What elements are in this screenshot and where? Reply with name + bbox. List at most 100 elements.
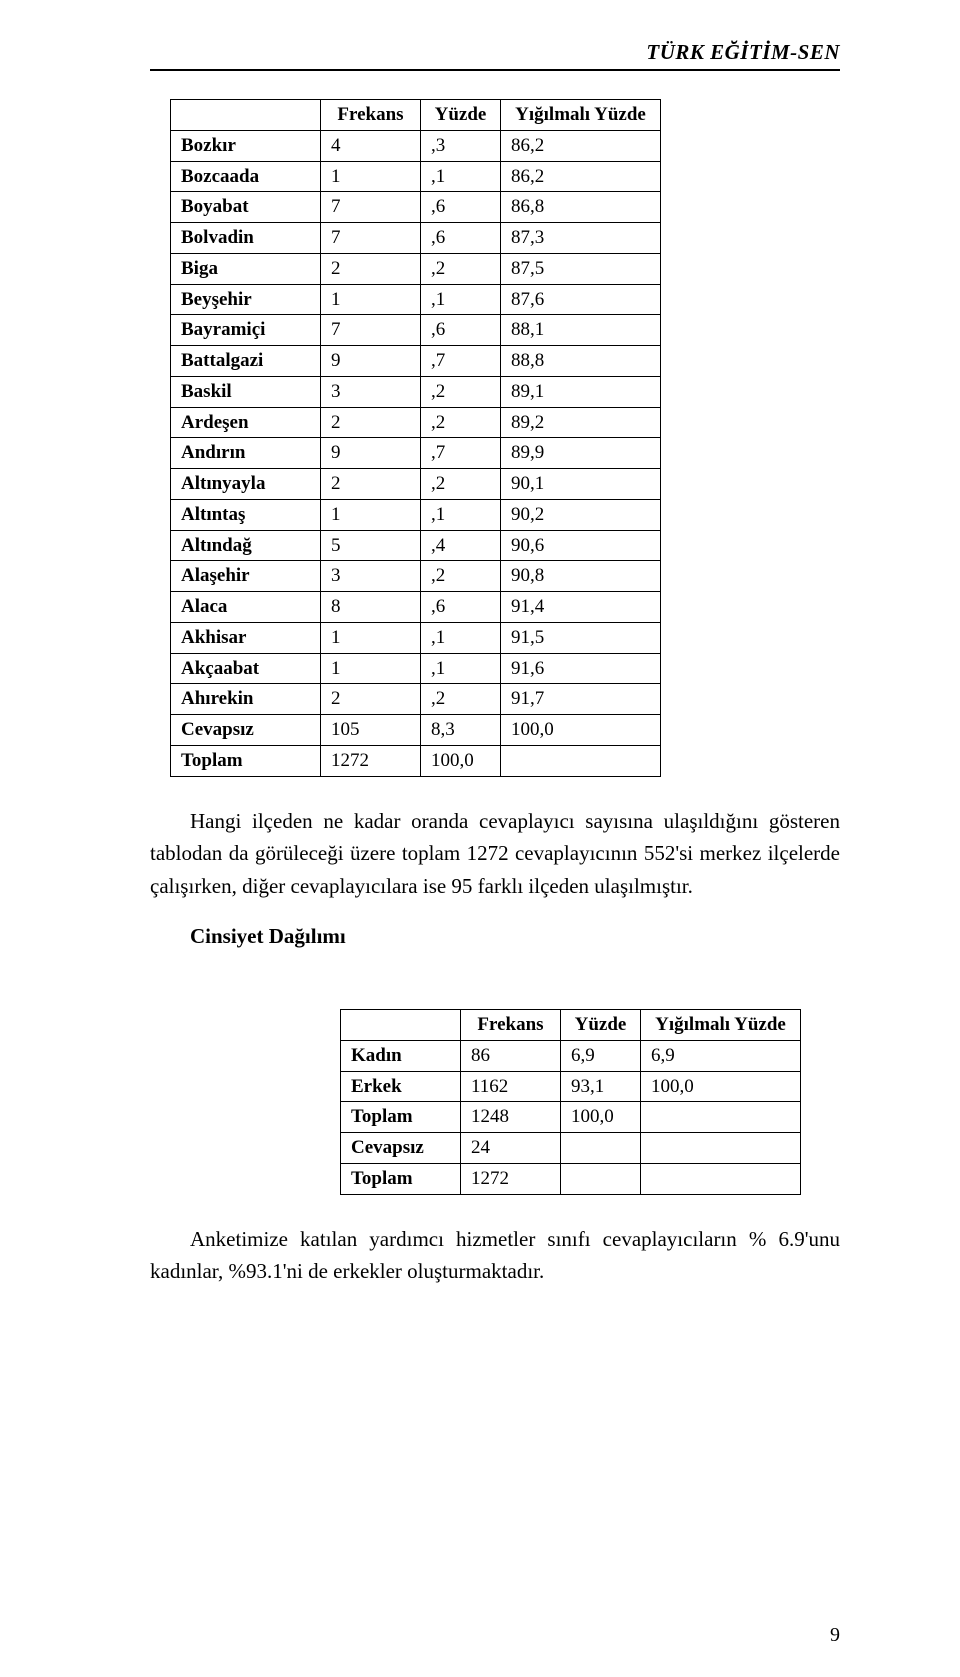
row-label: Bozcaada [171, 161, 321, 192]
cell-yuzde: ,2 [421, 407, 501, 438]
table-row: Ahırekin2,291,7 [171, 684, 661, 715]
cell-frekans: 8 [321, 592, 421, 623]
row-label: Cevapsız [341, 1133, 461, 1164]
page-header-brand: TÜRK EĞİTİM-SEN [150, 40, 840, 65]
table-row: Beyşehir1,187,6 [171, 284, 661, 315]
cell-yigilmali: 91,5 [501, 622, 661, 653]
cell-frekans: 7 [321, 315, 421, 346]
cell-frekans: 3 [321, 561, 421, 592]
cell-frekans: 1248 [461, 1102, 561, 1133]
row-label: Ardeşen [171, 407, 321, 438]
table-row: Altıntaş1,190,2 [171, 499, 661, 530]
cell-yigilmali: 87,3 [501, 223, 661, 254]
paragraph-districts: Hangi ilçeden ne kadar oranda cevaplayıc… [150, 805, 840, 903]
cell-yigilmali: 90,6 [501, 530, 661, 561]
cell-yigilmali: 100,0 [501, 715, 661, 746]
cell-frekans: 1 [321, 622, 421, 653]
cell-yuzde: ,6 [421, 592, 501, 623]
table-row: Akhisar1,191,5 [171, 622, 661, 653]
row-label: Altındağ [171, 530, 321, 561]
cell-frekans: 1 [321, 161, 421, 192]
cell-frekans: 2 [321, 684, 421, 715]
row-label: Beyşehir [171, 284, 321, 315]
cell-yigilmali [641, 1102, 801, 1133]
table-header-yuzde: Yüzde [561, 1010, 641, 1041]
table-row: Andırın9,789,9 [171, 438, 661, 469]
row-label: Biga [171, 253, 321, 284]
table-row: Bayramiçi7,688,1 [171, 315, 661, 346]
cell-yigilmali: 6,9 [641, 1040, 801, 1071]
table-row: Alaca8,691,4 [171, 592, 661, 623]
cell-yigilmali: 86,2 [501, 130, 661, 161]
table-row: Biga2,287,5 [171, 253, 661, 284]
table-header-frekans: Frekans [461, 1010, 561, 1041]
row-label: Bayramiçi [171, 315, 321, 346]
cell-frekans: 2 [321, 253, 421, 284]
cell-frekans: 1162 [461, 1071, 561, 1102]
table-row: Toplam1248100,0 [341, 1102, 801, 1133]
cell-frekans: 7 [321, 223, 421, 254]
cell-yigilmali: 91,4 [501, 592, 661, 623]
cell-yuzde: ,2 [421, 469, 501, 500]
table-row: Alaşehir3,290,8 [171, 561, 661, 592]
cell-frekans: 86 [461, 1040, 561, 1071]
cell-yigilmali: 87,6 [501, 284, 661, 315]
table-row: Erkek116293,1100,0 [341, 1071, 801, 1102]
cell-yuzde: ,1 [421, 653, 501, 684]
table-row: Battalgazi9,788,8 [171, 346, 661, 377]
cell-frekans: 7 [321, 192, 421, 223]
cell-yigilmali [641, 1133, 801, 1164]
cell-yuzde: ,7 [421, 438, 501, 469]
table-row: Boyabat7,686,8 [171, 192, 661, 223]
table-row: Kadın866,96,9 [341, 1040, 801, 1071]
table-row: Toplam1272 [341, 1163, 801, 1194]
table-header-frekans: Frekans [321, 100, 421, 131]
row-label: Kadın [341, 1040, 461, 1071]
cell-yigilmali: 89,1 [501, 376, 661, 407]
district-frequency-table: Frekans Yüzde Yığılmalı Yüzde Bozkır4,38… [170, 99, 661, 777]
row-label: Toplam [341, 1163, 461, 1194]
cell-yigilmali: 100,0 [641, 1071, 801, 1102]
cell-yuzde: ,1 [421, 161, 501, 192]
table-header-yuzde: Yüzde [421, 100, 501, 131]
cell-frekans: 24 [461, 1133, 561, 1164]
cell-frekans: 105 [321, 715, 421, 746]
cell-yuzde: ,1 [421, 499, 501, 530]
cell-yuzde: ,6 [421, 315, 501, 346]
row-label: Bolvadin [171, 223, 321, 254]
row-label: Alaşehir [171, 561, 321, 592]
cell-yigilmali: 90,2 [501, 499, 661, 530]
row-label: Akçaabat [171, 653, 321, 684]
page-number: 9 [830, 1624, 840, 1647]
cell-yuzde: ,2 [421, 253, 501, 284]
row-label: Toplam [341, 1102, 461, 1133]
row-label: Altıntaş [171, 499, 321, 530]
row-label: Altınyayla [171, 469, 321, 500]
cell-yuzde: ,3 [421, 130, 501, 161]
cell-yuzde: 100,0 [561, 1102, 641, 1133]
cell-yigilmali: 91,6 [501, 653, 661, 684]
row-label: Toplam [171, 745, 321, 776]
table-header-yigilmali: Yığılmalı Yüzde [501, 100, 661, 131]
cell-yuzde [561, 1163, 641, 1194]
cell-yigilmali: 88,1 [501, 315, 661, 346]
table-header-blank [171, 100, 321, 131]
cell-yuzde: 8,3 [421, 715, 501, 746]
table-row: Bozcaada1,186,2 [171, 161, 661, 192]
table-row: Bolvadin7,687,3 [171, 223, 661, 254]
cell-frekans: 3 [321, 376, 421, 407]
cell-yuzde: 93,1 [561, 1071, 641, 1102]
cell-yuzde: ,1 [421, 284, 501, 315]
table-header-row: Frekans Yüzde Yığılmalı Yüzde [171, 100, 661, 131]
cell-yuzde: ,2 [421, 376, 501, 407]
row-label: Alaca [171, 592, 321, 623]
cell-yuzde: ,6 [421, 223, 501, 254]
cell-frekans: 1 [321, 499, 421, 530]
table-header-blank [341, 1010, 461, 1041]
page: TÜRK EĞİTİM-SEN Frekans Yüzde Yığılmalı … [0, 0, 960, 1677]
row-label: Andırın [171, 438, 321, 469]
table-row: Toplam1272100,0 [171, 745, 661, 776]
row-label: Erkek [341, 1071, 461, 1102]
cell-frekans: 4 [321, 130, 421, 161]
cell-frekans: 1272 [321, 745, 421, 776]
